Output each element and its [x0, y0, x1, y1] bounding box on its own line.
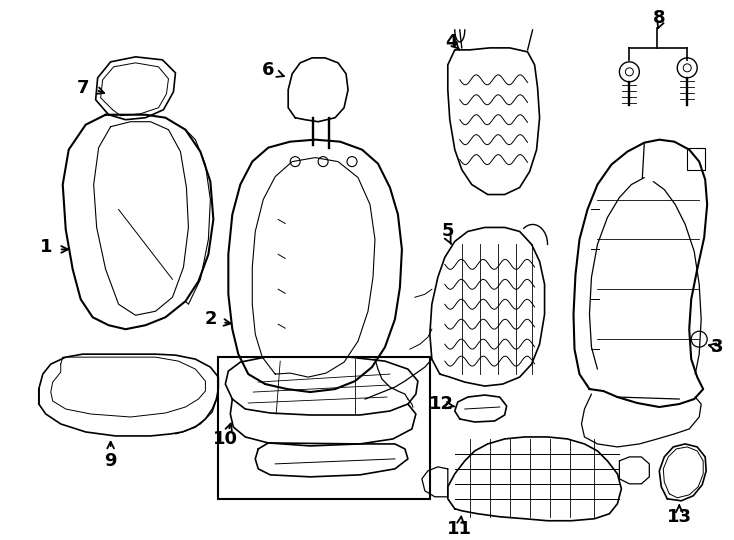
Text: 3: 3 [711, 338, 724, 356]
Text: 6: 6 [262, 61, 275, 79]
Bar [218, 357, 430, 499]
Text: 7: 7 [76, 79, 89, 97]
Bar [687, 147, 705, 170]
Text: 9: 9 [104, 452, 117, 470]
Text: 13: 13 [666, 508, 691, 526]
Text: 12: 12 [429, 395, 454, 413]
Text: 1: 1 [40, 238, 52, 256]
Text: 10: 10 [213, 430, 238, 448]
Text: 2: 2 [204, 310, 217, 328]
Text: 8: 8 [653, 9, 666, 27]
Text: 4: 4 [446, 33, 458, 51]
Text: 5: 5 [442, 222, 454, 240]
Text: 11: 11 [447, 519, 472, 538]
